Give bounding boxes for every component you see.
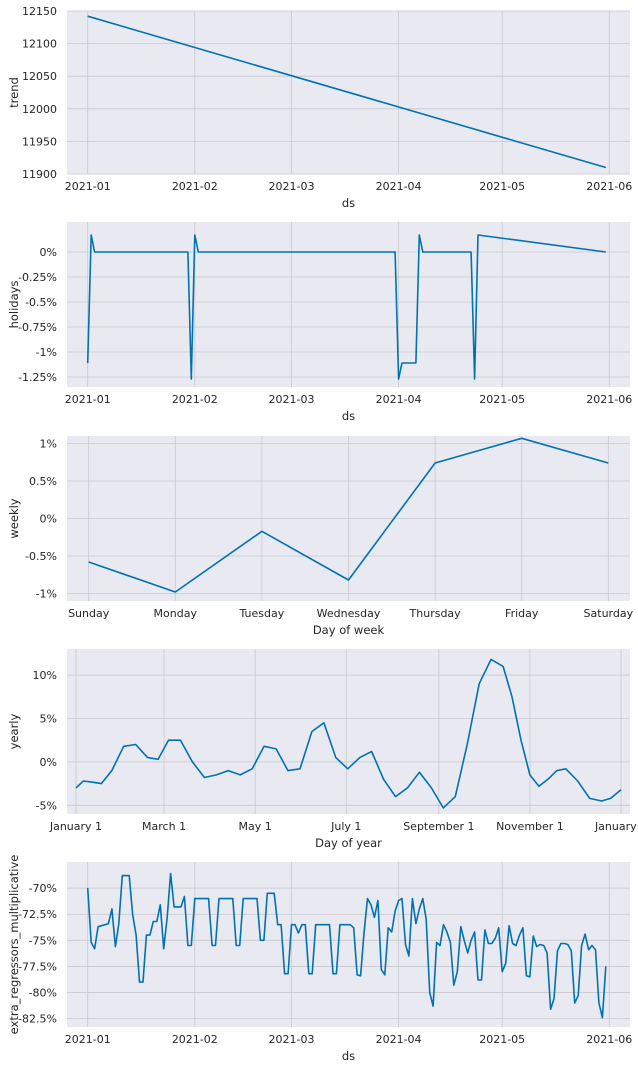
x-tick-label: 2021-05 (479, 1033, 525, 1046)
y-tick-label: -1% (36, 346, 57, 359)
x-tick-label: Friday (505, 607, 539, 620)
y-tick-label: 0% (40, 756, 57, 769)
x-tick-label: Tuesday (239, 607, 285, 620)
chart-trend: 2021-01 2021-02 2021-03 2021-04 2021-05 2021-… (7, 5, 632, 210)
x-tick-label: 2021-02 (172, 393, 218, 406)
y-tick-label: 0.5% (29, 475, 57, 488)
x-tick-label: 2021-03 (269, 393, 315, 406)
x-axis-label: ds (342, 196, 355, 210)
y-tick-label: 10% (33, 669, 57, 682)
y-tick-label: -82.5% (18, 1013, 57, 1026)
x-tick-label: Saturday (584, 607, 634, 620)
x-tick-label: May 1 (239, 820, 272, 833)
series-line-holidays (86, 234, 606, 380)
y-tick-label: 0% (40, 246, 57, 259)
x-tick-label: Wednesday (317, 607, 381, 620)
x-tick-label: January 1 (49, 820, 102, 833)
series-line-trend (87, 15, 607, 169)
y-tick-label: 11950 (22, 135, 57, 148)
x-tick-label: 2021-06 (586, 393, 632, 406)
x-tick-label: July 1 (330, 820, 361, 833)
x-tick-label: 2021-04 (376, 180, 422, 193)
y-tick-label: -75% (29, 934, 57, 947)
y-tick-label: -70% (29, 882, 57, 895)
series-line-yearly (75, 658, 622, 809)
plot-area (67, 862, 630, 1027)
x-axis-label: Day of year (315, 836, 382, 850)
y-axis-label: weekly (7, 498, 21, 538)
x-tick-label: Thursday (409, 607, 462, 620)
y-tick-label: -0.5% (25, 550, 57, 563)
y-tick-label: 12150 (22, 5, 57, 18)
y-tick-label: -1% (36, 588, 57, 601)
y-tick-label: 12000 (22, 103, 57, 116)
y-tick-label: -0.5% (25, 296, 57, 309)
x-tick-label: September 1 (403, 820, 474, 833)
x-axis-label: ds (342, 409, 355, 423)
x-tick-label: 2021-03 (269, 1033, 315, 1046)
x-tick-label: 2021-05 (479, 180, 525, 193)
y-tick-label: 12050 (22, 70, 57, 83)
x-tick-label: Monday (154, 607, 198, 620)
y-tick-label: 11900 (22, 168, 57, 181)
y-axis-label: trend (7, 77, 21, 108)
y-axis-label: extra_regressors_multiplicative (7, 855, 21, 1035)
x-tick-label: March 1 (142, 820, 186, 833)
y-tick-label: 5% (40, 712, 57, 725)
x-tick-label: 2021-03 (269, 180, 315, 193)
x-tick-label: 2021-04 (376, 393, 422, 406)
x-tick-label: 2021-06 (586, 1033, 632, 1046)
y-tick-label: -0.75% (18, 321, 57, 334)
series-line-extra_regressors_multiplicative (86, 872, 607, 1019)
chart-yearly: January 1 March 1 May 1 July 1 September 1 No… (7, 649, 638, 850)
y-tick-label: -0.25% (18, 271, 57, 284)
x-tick-label: 2021-06 (586, 180, 632, 193)
y-axis-label: holidays (7, 281, 21, 329)
x-tick-label: Sunday (68, 607, 110, 620)
x-tick-label: 2021-05 (479, 393, 525, 406)
x-axis-label: Day of week (313, 623, 385, 637)
y-tick-label: 1% (40, 438, 57, 451)
y-tick-label: -5% (36, 799, 57, 812)
x-tick-label: 2021-02 (172, 180, 218, 193)
plot-area (67, 649, 630, 814)
series-line-weekly (88, 437, 609, 593)
plot-area (67, 222, 630, 387)
y-tick-label: -77.5% (18, 960, 57, 973)
y-tick-label: 0% (40, 513, 57, 526)
x-tick-label: 2021-04 (376, 1033, 422, 1046)
x-axis-label: ds (342, 1049, 355, 1063)
x-tick-label: 2021-01 (65, 180, 111, 193)
chart-extra_regressors_multiplicative: 2021-01 2021-02 2021-03 2021-04 2021-05 2021-… (7, 855, 632, 1063)
y-tick-label: 12100 (22, 38, 57, 51)
y-tick-label: -72.5% (18, 908, 57, 921)
x-tick-label: November 1 (496, 820, 564, 833)
x-tick-label: 2021-01 (65, 393, 111, 406)
x-tick-label: January 1 (594, 820, 638, 833)
chart-holidays: 2021-01 2021-02 2021-03 2021-04 2021-05 2021-… (7, 222, 632, 423)
y-axis-label: yearly (7, 713, 21, 749)
x-tick-label: 2021-01 (65, 1033, 111, 1046)
chart-weekly: Sunday Monday Tuesday Wednesday Thursday Frid… (7, 436, 634, 637)
y-tick-label: -1.25% (18, 371, 57, 384)
y-tick-label: -80% (29, 987, 57, 1000)
x-tick-label: 2021-02 (172, 1033, 218, 1046)
